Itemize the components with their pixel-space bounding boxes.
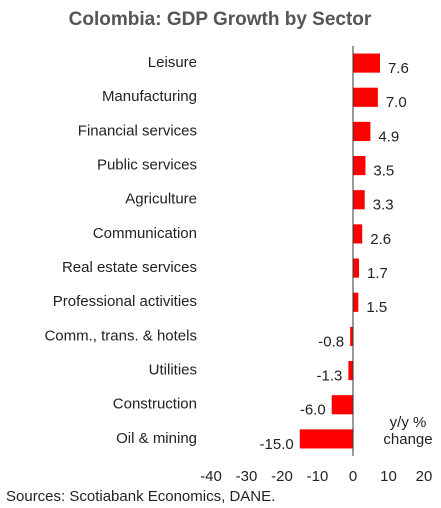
y-tick-label: Communication [93,225,197,242]
chart-title: Colombia: GDP Growth by Sector [69,9,372,30]
y-tick-label: Manufacturing [102,88,197,105]
annotation: y/y % [390,414,427,431]
x-tick-label: -20 [271,468,293,485]
data-label: 7.0 [386,94,407,111]
annotation: change [383,431,432,448]
data-label: 3.3 [373,197,394,214]
data-label: 2.6 [370,231,391,248]
bar [353,121,371,141]
bar [348,361,353,381]
data-label: -0.8 [318,333,344,350]
x-tick-label: -10 [307,468,329,485]
bar [353,156,366,176]
bar [353,190,365,210]
x-tick-label: 0 [349,468,357,485]
y-tick-label: Leisure [148,54,197,71]
x-tick-label: 20 [416,468,433,485]
y-tick-label: Professional activities [53,293,197,310]
y-tick-label: Construction [113,396,197,413]
source: Sources: Scotiabank Economics, DANE. [6,488,275,505]
bar [299,429,353,449]
bar [350,326,353,346]
y-tick-label: Financial services [78,122,197,139]
bar [353,87,378,107]
y-tick-label: Agriculture [125,191,197,208]
y-tick-label: Oil & mining [116,430,197,447]
bar [353,224,363,244]
data-label: 7.6 [388,60,409,77]
bar [331,395,353,415]
data-label: 1.5 [366,299,387,316]
data-label: -1.3 [317,368,343,385]
y-tick-label: Comm., trans. & hotels [44,327,197,344]
x-tick-label: 10 [380,468,397,485]
y-tick-label: Public services [97,157,197,174]
x-tick-label: -30 [236,468,258,485]
data-label: 4.9 [378,128,399,145]
data-label: -6.0 [300,402,326,419]
y-tick-label: Real estate services [62,259,197,276]
data-label: 1.7 [367,265,388,282]
x-tick-label: -40 [200,468,222,485]
y-tick-label: Utilities [149,362,197,379]
bar [353,258,360,278]
bar [353,292,359,312]
data-label: 3.5 [373,163,394,180]
data-label: -15.0 [260,436,294,453]
bar [353,53,380,73]
